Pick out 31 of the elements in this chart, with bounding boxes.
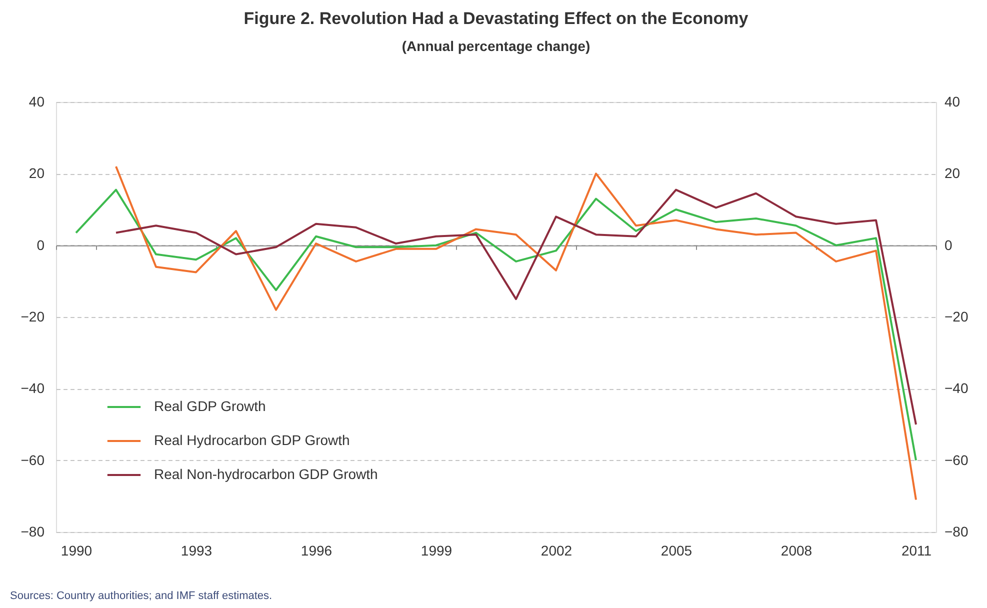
y2-tick-label: −60 bbox=[944, 452, 968, 468]
x-tick-label: 2005 bbox=[660, 542, 692, 558]
chart-title: Figure 2. Revolution Had a Devastating Effect on the Economy bbox=[244, 9, 749, 28]
y-tick-label: −20 bbox=[20, 308, 45, 324]
chart-subtitle: (Annual percentage change) bbox=[402, 38, 590, 54]
line-series bbox=[75, 188, 917, 462]
x-tick-label: 1999 bbox=[420, 542, 452, 558]
y-tick-label: −80 bbox=[20, 524, 45, 540]
x-tick-label: 2008 bbox=[780, 542, 812, 558]
x-tick-label: 2011 bbox=[901, 542, 932, 558]
legend-label: Real Hydrocarbon GDP Growth bbox=[154, 432, 350, 448]
legend-label: Real GDP Growth bbox=[154, 398, 266, 414]
y-tick-label: −60 bbox=[20, 452, 45, 468]
source-note: Sources: Country authorities; and IMF staff estimates. bbox=[10, 590, 272, 602]
x-tick-label: 2002 bbox=[540, 542, 572, 558]
y2-tick-label: −80 bbox=[944, 524, 968, 540]
y2-tick-label: −40 bbox=[944, 380, 968, 396]
y-tick-label: 40 bbox=[28, 94, 45, 110]
legend-label: Real Non-hydrocarbon GDP Growth bbox=[154, 466, 378, 482]
line-series bbox=[115, 188, 917, 426]
x-tick-label: 1996 bbox=[300, 542, 332, 558]
y-tick-label: 0 bbox=[36, 236, 45, 253]
y2-tick-label: 20 bbox=[944, 165, 960, 182]
y2-tick-label: −20 bbox=[944, 308, 968, 324]
y2-tick-label: 0 bbox=[944, 236, 952, 253]
line-series bbox=[115, 166, 917, 501]
x-tick-label: 1990 bbox=[60, 542, 92, 558]
y-tick-label: −40 bbox=[20, 380, 45, 396]
y2-tick-label: 40 bbox=[944, 94, 960, 110]
y-tick-label: 20 bbox=[28, 165, 45, 182]
x-tick-label: 1993 bbox=[180, 542, 212, 558]
